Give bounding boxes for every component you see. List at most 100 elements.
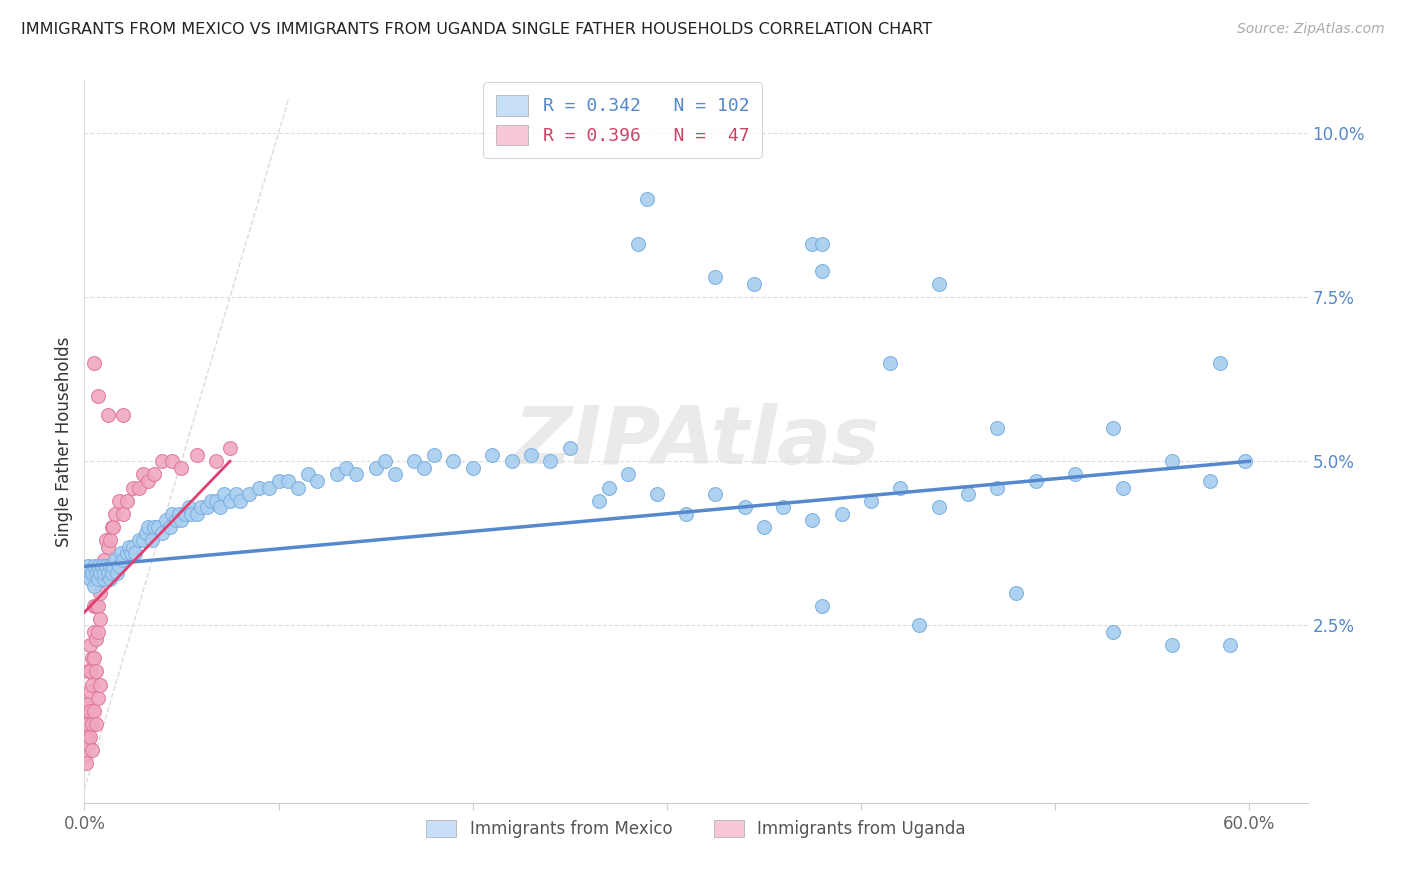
Point: [83, 356, 105, 370]
Point: [93, 573, 115, 587]
Point: [98, 573, 121, 587]
Point: [108, 559, 131, 574]
Point: [520, 448, 543, 462]
Point: [103, 559, 125, 574]
Point: [93, 566, 115, 580]
Point: [225, 487, 247, 501]
Point: [138, 474, 160, 488]
Point: [115, 493, 138, 508]
Point: [108, 493, 131, 508]
Point: [87, 625, 110, 640]
Point: [82, 677, 104, 691]
Point: [704, 270, 727, 285]
Point: [675, 507, 697, 521]
Point: [82, 566, 104, 580]
Text: IMMIGRANTS FROM MEXICO VS IMMIGRANTS FROM UGANDA SINGLE FATHER HOUSEHOLDS CORREL: IMMIGRANTS FROM MEXICO VS IMMIGRANTS FRO…: [21, 22, 932, 37]
Point: [1102, 421, 1125, 435]
Point: [90, 559, 112, 574]
Point: [335, 460, 357, 475]
Point: [859, 493, 882, 508]
Point: [645, 487, 668, 501]
Point: [588, 493, 610, 508]
Point: [97, 540, 120, 554]
Point: [1199, 474, 1222, 488]
Point: [889, 481, 911, 495]
Point: [986, 421, 1008, 435]
Point: [1063, 467, 1085, 482]
Point: [344, 467, 367, 482]
Point: [75, 566, 97, 580]
Point: [200, 493, 222, 508]
Point: [326, 467, 349, 482]
Point: [83, 559, 105, 574]
Point: [170, 513, 193, 527]
Point: [83, 625, 105, 640]
Point: [247, 481, 270, 495]
Point: [120, 546, 142, 560]
Point: [128, 533, 150, 547]
Point: [100, 566, 122, 580]
Point: [956, 487, 979, 501]
Point: [131, 533, 153, 547]
Point: [1209, 356, 1232, 370]
Point: [122, 481, 145, 495]
Point: [84, 717, 107, 731]
Point: [734, 500, 756, 515]
Point: [118, 540, 141, 554]
Point: [89, 612, 111, 626]
Point: [150, 454, 173, 468]
Point: [105, 566, 128, 580]
Point: [169, 507, 191, 521]
Point: [186, 507, 208, 521]
Point: [179, 500, 201, 515]
Point: [159, 520, 181, 534]
Point: [267, 474, 290, 488]
Point: [141, 533, 163, 547]
Point: [97, 566, 120, 580]
Point: [1005, 585, 1028, 599]
Point: [77, 665, 100, 679]
Point: [501, 454, 523, 468]
Point: [287, 481, 309, 495]
Point: [75, 730, 97, 744]
Point: [160, 507, 183, 521]
Point: [186, 448, 208, 462]
Text: Source: ZipAtlas.com: Source: ZipAtlas.com: [1237, 22, 1385, 37]
Point: [87, 566, 110, 580]
Point: [75, 698, 97, 712]
Point: [93, 553, 115, 567]
Point: [364, 460, 387, 475]
Point: [82, 717, 104, 731]
Point: [704, 487, 727, 501]
Point: [122, 540, 145, 554]
Point: [87, 690, 110, 705]
Point: [228, 493, 250, 508]
Point: [77, 730, 100, 744]
Legend: Immigrants from Mexico, Immigrants from Uganda: Immigrants from Mexico, Immigrants from …: [419, 814, 973, 845]
Point: [77, 717, 100, 731]
Point: [374, 454, 396, 468]
Point: [1160, 454, 1182, 468]
Point: [155, 513, 177, 527]
Point: [209, 500, 232, 515]
Point: [104, 553, 127, 567]
Point: [83, 599, 105, 613]
Point: [135, 526, 157, 541]
Point: [77, 737, 100, 751]
Point: [598, 481, 620, 495]
Point: [413, 460, 436, 475]
Point: [636, 192, 658, 206]
Point: [811, 599, 834, 613]
Point: [1102, 625, 1125, 640]
Point: [79, 730, 101, 744]
Point: [481, 448, 503, 462]
Point: [219, 493, 242, 508]
Point: [928, 500, 950, 515]
Point: [87, 388, 110, 402]
Point: [180, 507, 202, 521]
Point: [82, 704, 104, 718]
Point: [75, 756, 97, 771]
Text: ZIPAtlas: ZIPAtlas: [513, 402, 879, 481]
Point: [110, 546, 132, 560]
Point: [238, 487, 260, 501]
